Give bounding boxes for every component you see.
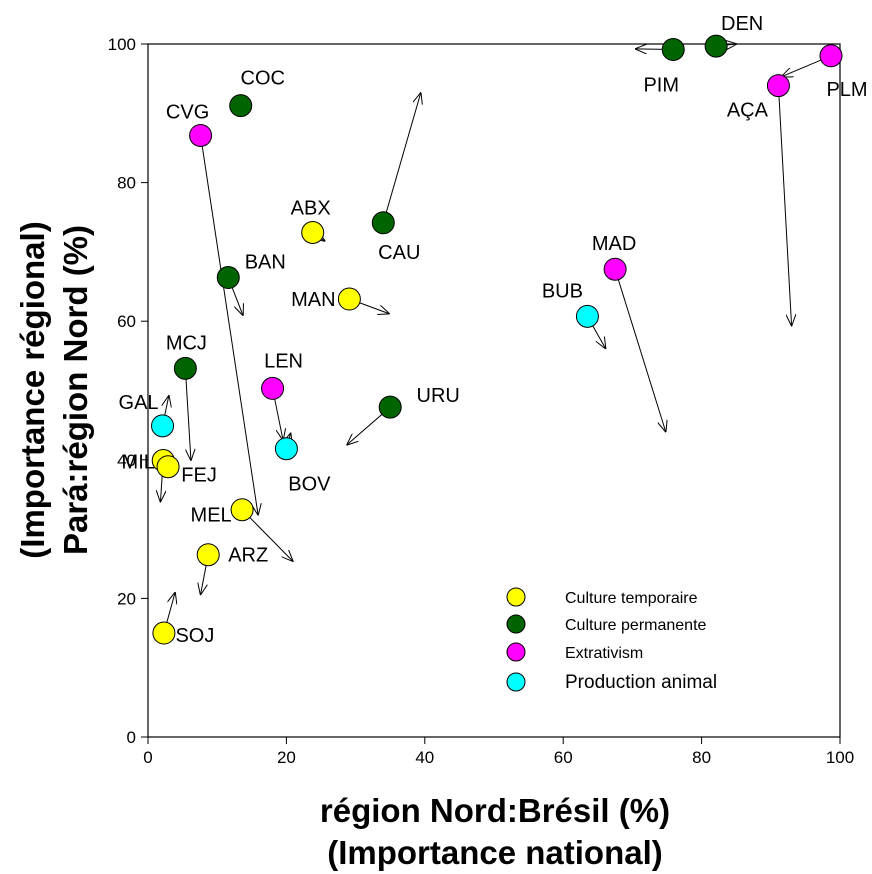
point-label-ban: BAN	[245, 252, 286, 274]
point-label-coc: COC	[241, 68, 285, 90]
point-label-abx: ABX	[291, 197, 331, 219]
point-label-cau: CAU	[378, 242, 420, 264]
point-label-den: DEN	[721, 13, 763, 35]
point-label-mad: MAD	[592, 233, 636, 255]
point-label-mel: MEL	[191, 505, 232, 527]
point-soj	[152, 621, 176, 645]
point-label-mcj: MCJ	[166, 332, 207, 354]
legend-label: Extrativism	[565, 645, 643, 662]
point-mcj	[173, 356, 197, 380]
point-coc	[229, 94, 253, 118]
legend-marker	[506, 672, 526, 692]
point-label-aça: AÇA	[727, 100, 769, 122]
arrow-mcj	[184, 368, 191, 459]
x-tick-label: 40	[415, 748, 434, 767]
y-tick-label: 0	[127, 728, 136, 747]
point-label-man: MAN	[291, 289, 335, 311]
point-bub	[575, 304, 599, 328]
point-gal	[151, 414, 175, 438]
y-axis-title-line1: (Importance régional)	[14, 221, 51, 558]
arrow-mel	[241, 509, 293, 561]
point-len	[261, 376, 285, 400]
legend-label: Culture temporaire	[565, 590, 698, 607]
legend-marker	[506, 614, 526, 634]
y-axis-title-line2: Pará:région Nord (%)	[57, 225, 94, 555]
point-plm	[819, 44, 843, 68]
point-fej	[156, 455, 180, 479]
arrow-aça	[777, 85, 791, 326]
y-tick-label: 40	[117, 451, 136, 470]
point-den	[704, 34, 728, 58]
point-label-fej: FEJ	[181, 465, 217, 487]
x-axis-title-line1: région Nord:Brésil (%)	[320, 792, 670, 829]
point-ban	[216, 266, 240, 290]
point-pim	[661, 38, 685, 62]
arrow-mad	[614, 269, 666, 431]
y-tick-label: 80	[117, 174, 136, 193]
point-label-arz: ARZ	[228, 545, 268, 567]
point-label-plm: PLM	[826, 79, 867, 101]
point-label-gal: GAL	[119, 392, 159, 414]
point-arz	[196, 543, 220, 567]
legend-label: Culture permanente	[565, 617, 707, 634]
arrow-cau	[382, 93, 420, 223]
point-label-mil: MIL	[122, 451, 155, 473]
x-axis-title-line2: (Importance national)	[327, 834, 663, 871]
legend-label: Production animal	[565, 672, 717, 693]
legend-marker	[506, 587, 526, 607]
point-label-pim: PIM	[643, 75, 679, 97]
point-cvg	[189, 123, 213, 147]
point-label-len: LEN	[264, 350, 303, 372]
point-bov	[274, 437, 298, 461]
x-tick-label: 80	[692, 748, 711, 767]
axes: 0 20 40 60 80 100 0 20 40 60 80 100	[108, 35, 855, 767]
x-tick-label: 0	[143, 748, 152, 767]
y-tick-label: 20	[117, 589, 136, 608]
point-cau	[371, 211, 395, 235]
point-uru	[378, 395, 402, 419]
point-aça	[766, 74, 790, 98]
point-label-cvg: CVG	[166, 101, 209, 123]
points-layer	[151, 34, 843, 645]
plot-frame	[147, 43, 841, 738]
point-abx	[301, 220, 325, 244]
point-label-soj: SOJ	[175, 625, 214, 647]
y-tick-label: 60	[117, 312, 136, 331]
x-tick-label: 60	[554, 748, 573, 767]
arrow-cvg	[200, 135, 258, 514]
point-label-bov: BOV	[288, 474, 331, 496]
point-label-uru: URU	[417, 385, 460, 407]
legend-marker	[506, 642, 526, 662]
x-tick-label: 20	[277, 748, 296, 767]
point-mad	[603, 257, 627, 281]
y-tick-label: 100	[108, 35, 136, 54]
x-tick-label: 100	[826, 748, 854, 767]
point-label-bub: BUB	[542, 280, 583, 302]
point-man	[337, 287, 361, 311]
point-mel	[230, 498, 254, 522]
legend: Culture temporaire Culture permanente Extr…	[506, 587, 717, 693]
